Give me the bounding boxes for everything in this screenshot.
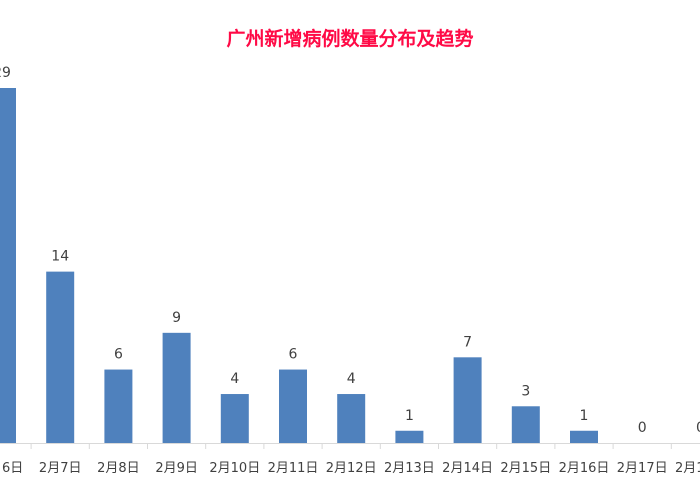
data-label: 6 — [114, 347, 123, 363]
x-tick-label: 2月8日 — [97, 461, 140, 476]
bar — [162, 332, 191, 443]
data-label: 6 — [289, 347, 298, 363]
x-tick-label: 2月17日 — [617, 461, 668, 476]
x-tick-label: 2月11日 — [268, 461, 319, 476]
data-label: 1 — [580, 408, 589, 424]
bar — [453, 357, 482, 443]
bar — [395, 430, 424, 443]
bar — [337, 394, 366, 443]
bar — [570, 430, 598, 443]
data-label: 4 — [347, 371, 356, 387]
data-label: 3 — [521, 383, 530, 399]
data-label: 1 — [405, 408, 414, 424]
x-tick-label: 2月13日 — [384, 461, 435, 476]
x-tick-labels-group: 2月6日 2月7日 2月8日 2月9日 2月10日 2月11日 2月12日 2月13日 2月14… — [0, 461, 700, 476]
chart-title: 广州新增病例数量分布及趋势 — [226, 28, 474, 50]
data-label: 29 — [0, 65, 11, 81]
data-labels-group: 29 14 6 9 4 6 4 1 7 3 1 0 0 — [0, 65, 700, 436]
bar — [279, 369, 307, 443]
data-label: 9 — [172, 310, 181, 326]
x-tick-label: 2月18日 — [675, 461, 700, 476]
x-tick-label: 2月6日 — [0, 461, 23, 476]
bars-group — [0, 88, 598, 443]
x-tick-label: 2月15日 — [500, 461, 551, 476]
bar — [0, 88, 16, 443]
bar — [104, 369, 133, 443]
data-label: 0 — [696, 420, 700, 436]
x-tick-label: 2月7日 — [39, 461, 82, 476]
data-label: 7 — [463, 334, 472, 350]
data-label: 14 — [51, 249, 69, 265]
data-label: 4 — [230, 371, 239, 387]
bar — [220, 394, 249, 443]
x-tick-label: 2月14日 — [442, 461, 493, 476]
x-tick-label: 2月16日 — [559, 461, 610, 476]
x-ticks-group — [30, 443, 672, 449]
x-tick-label: 2月9日 — [155, 461, 198, 476]
data-label: 0 — [638, 420, 647, 436]
x-tick-label: 2月12日 — [326, 461, 377, 476]
x-tick-label: 2月10日 — [209, 461, 260, 476]
bar — [511, 406, 540, 443]
bar — [46, 271, 75, 443]
